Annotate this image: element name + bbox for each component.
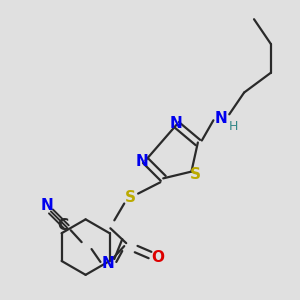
Text: N: N [215, 111, 228, 126]
Text: O: O [152, 250, 164, 265]
Text: S: S [190, 167, 201, 182]
Text: N: N [169, 116, 182, 131]
Text: N: N [136, 154, 149, 169]
Text: C: C [57, 218, 68, 233]
Text: H: H [229, 120, 238, 133]
Text: N: N [40, 198, 53, 213]
Text: S: S [125, 190, 136, 205]
Text: N: N [102, 256, 115, 272]
